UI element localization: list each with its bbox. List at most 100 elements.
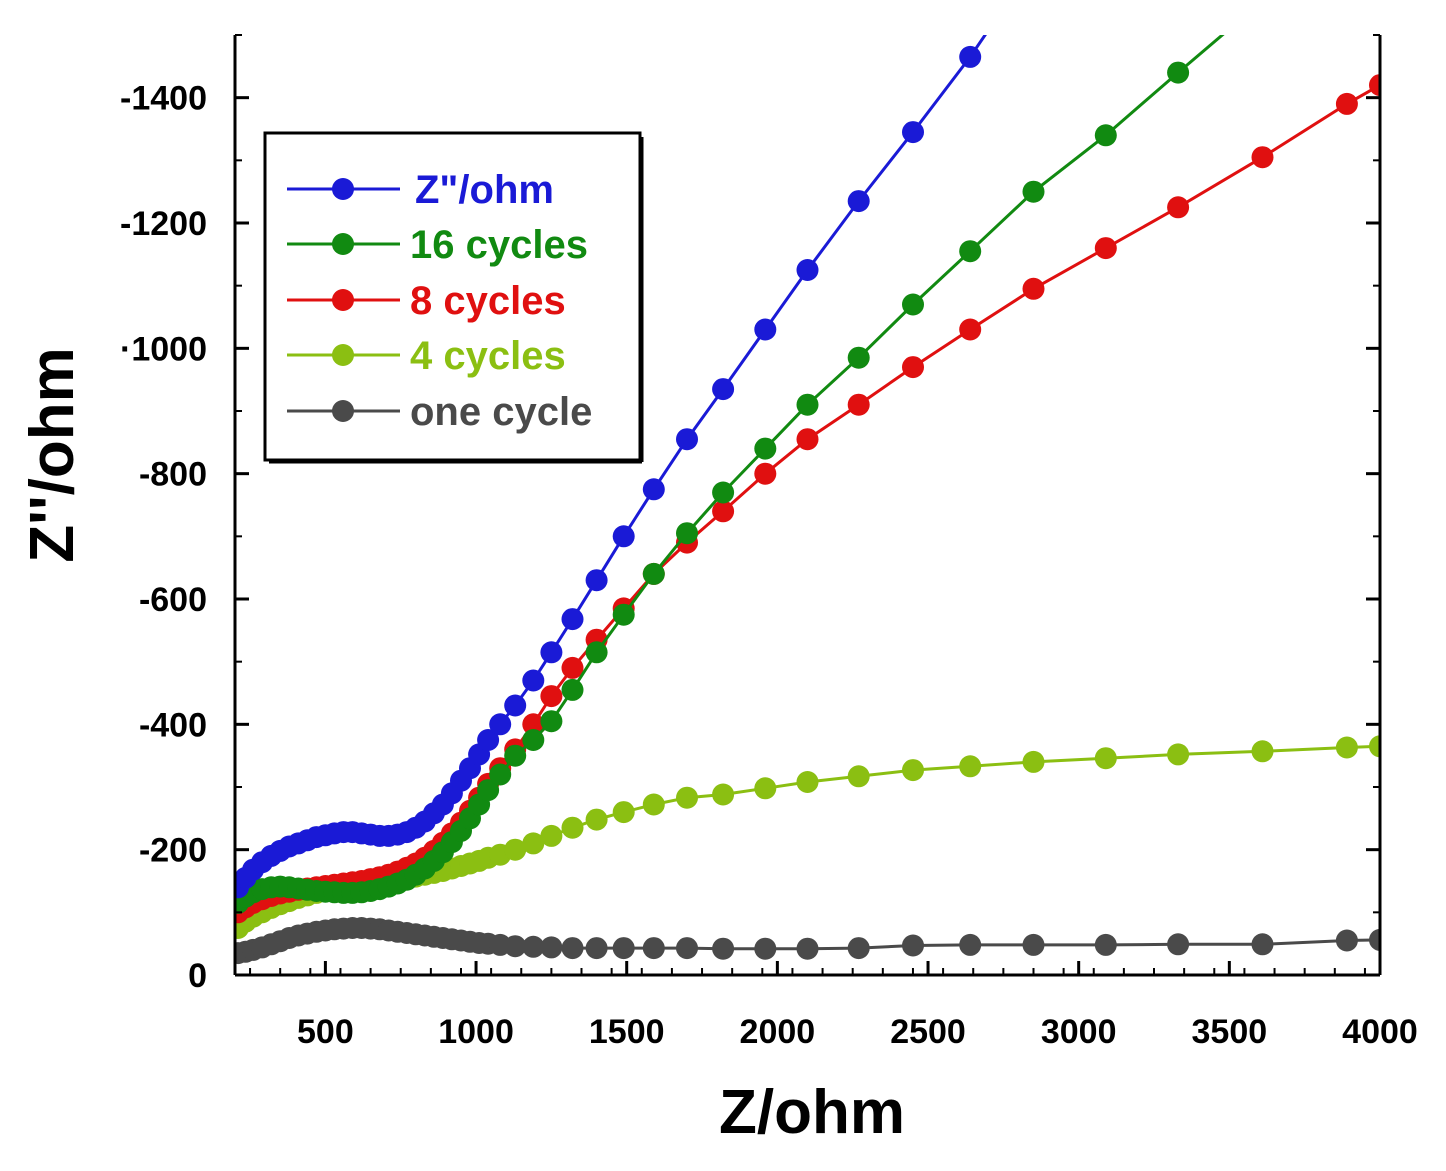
data-point bbox=[1022, 277, 1045, 300]
data-point bbox=[1369, 735, 1380, 758]
data-point bbox=[1167, 933, 1190, 956]
data-point bbox=[754, 777, 777, 800]
legend-marker bbox=[332, 233, 354, 255]
data-point bbox=[522, 729, 545, 751]
x-axis-title: Z/ohm bbox=[719, 1078, 905, 1147]
data-point bbox=[796, 937, 819, 960]
data-point bbox=[522, 669, 545, 692]
data-point bbox=[561, 937, 584, 960]
y-tick-label: 0 bbox=[188, 957, 207, 995]
data-point bbox=[540, 936, 563, 959]
data-point bbox=[1335, 92, 1358, 115]
data-point bbox=[902, 121, 924, 144]
data-point bbox=[585, 569, 608, 592]
data-point bbox=[1251, 740, 1274, 763]
legend-entry: 4 cycles bbox=[287, 334, 566, 378]
series-0 bbox=[235, 35, 987, 899]
data-point bbox=[561, 678, 584, 701]
data-point bbox=[612, 801, 635, 824]
legend-label: 16 cycles bbox=[410, 223, 588, 267]
data-point bbox=[1094, 933, 1117, 956]
data-point bbox=[1094, 124, 1117, 147]
x-tick-label: 2000 bbox=[740, 1013, 816, 1051]
data-point bbox=[959, 755, 982, 778]
data-point bbox=[712, 481, 735, 504]
data-point bbox=[902, 934, 924, 957]
series-4 bbox=[235, 917, 1380, 965]
data-point bbox=[561, 608, 584, 631]
x-tick-label: 1000 bbox=[438, 1013, 514, 1051]
data-point bbox=[540, 710, 563, 733]
x-tick-label: 3500 bbox=[1192, 1013, 1268, 1051]
data-point bbox=[1094, 747, 1117, 770]
legend-label: 8 cycles bbox=[410, 279, 566, 323]
data-point bbox=[642, 478, 665, 501]
data-point bbox=[847, 765, 870, 788]
data-point bbox=[522, 935, 545, 958]
data-point bbox=[612, 525, 635, 548]
legend-label: 4 cycles bbox=[410, 334, 566, 378]
data-point bbox=[504, 838, 527, 861]
data-point bbox=[712, 500, 735, 523]
axes-layer bbox=[233, 35, 1382, 977]
data-point bbox=[796, 393, 819, 416]
data-point bbox=[522, 713, 545, 736]
data-point bbox=[612, 937, 635, 960]
data-point bbox=[676, 786, 698, 809]
data-point bbox=[561, 816, 584, 839]
data-point bbox=[540, 824, 563, 847]
x-tick-label: 1500 bbox=[589, 1013, 665, 1051]
y-tick-label: -400 bbox=[139, 706, 207, 744]
data-point bbox=[676, 428, 698, 451]
data-point bbox=[477, 779, 500, 802]
legend: Z"/ohm 16 cycles 8 cycles 4 cycles one cycle bbox=[263, 131, 644, 464]
data-point bbox=[1335, 736, 1358, 759]
data-point bbox=[1094, 237, 1117, 260]
data-point bbox=[504, 744, 527, 767]
data-point bbox=[1251, 146, 1274, 169]
data-point bbox=[754, 937, 777, 960]
y-tick-label: -200 bbox=[139, 832, 207, 870]
data-point bbox=[1251, 933, 1274, 956]
data-point bbox=[712, 783, 735, 806]
legend-marker bbox=[332, 289, 354, 311]
data-point bbox=[642, 793, 665, 816]
y-tick-label: -800 bbox=[139, 456, 207, 494]
data-point bbox=[1167, 743, 1190, 766]
data-point bbox=[642, 562, 665, 585]
y-tick-label: -1400 bbox=[120, 80, 207, 118]
y-tick-label: ·1000 bbox=[120, 330, 207, 368]
data-point bbox=[796, 771, 819, 793]
series-clip-group bbox=[235, 35, 1380, 965]
data-point bbox=[754, 437, 777, 460]
data-point bbox=[585, 937, 608, 960]
data-point bbox=[847, 346, 870, 369]
data-point bbox=[612, 603, 635, 626]
y-tick-label: -1200 bbox=[120, 205, 207, 243]
data-point bbox=[1369, 928, 1380, 951]
data-point bbox=[959, 933, 982, 956]
data-point bbox=[489, 713, 512, 736]
y-tick-label: -600 bbox=[139, 581, 207, 619]
legend-marker bbox=[332, 400, 354, 422]
data-point bbox=[676, 522, 698, 545]
legend-entry: one cycle bbox=[287, 390, 592, 434]
data-point bbox=[754, 462, 777, 485]
data-point bbox=[902, 293, 924, 316]
data-point bbox=[1167, 61, 1190, 84]
data-point bbox=[561, 656, 584, 679]
legend-entries: Z"/ohm 16 cycles 8 cycles 4 cycles one cycle bbox=[287, 168, 592, 434]
data-point bbox=[642, 937, 665, 960]
data-point bbox=[959, 240, 982, 263]
data-point bbox=[1335, 929, 1358, 952]
x-tick-label: 500 bbox=[297, 1013, 354, 1051]
data-point bbox=[540, 685, 563, 708]
data-point bbox=[504, 935, 527, 958]
data-point bbox=[959, 45, 982, 68]
data-point bbox=[522, 832, 545, 855]
legend-entry: 8 cycles bbox=[287, 279, 566, 323]
data-point bbox=[1167, 196, 1190, 219]
data-point bbox=[676, 937, 698, 960]
legend-marker bbox=[332, 344, 354, 366]
data-point bbox=[712, 378, 735, 401]
